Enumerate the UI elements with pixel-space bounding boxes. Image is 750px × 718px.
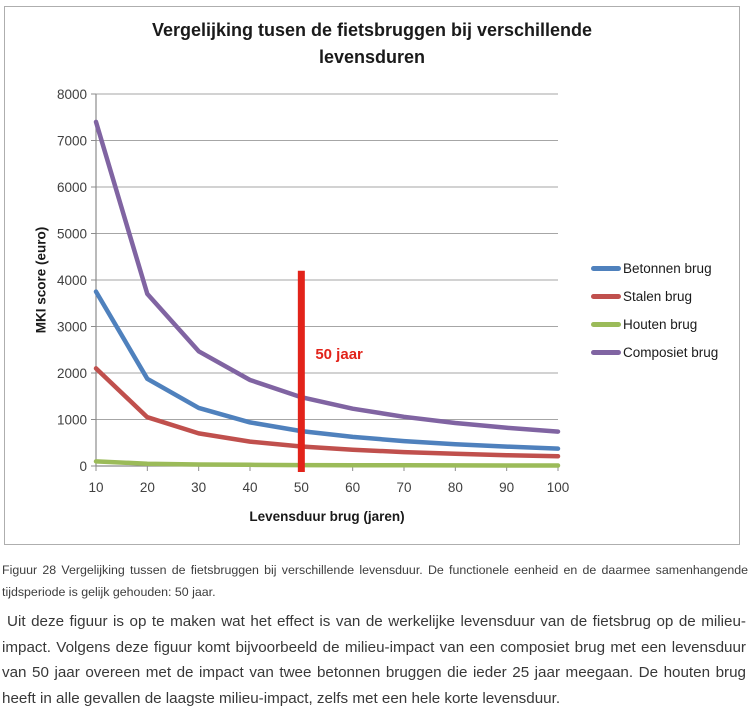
y-axis-title: MKI score (euro) xyxy=(33,226,49,334)
x-tick-label: 70 xyxy=(396,480,411,495)
y-tick-label: 4000 xyxy=(57,273,87,288)
y-tick-label: 6000 xyxy=(57,180,87,195)
series-line-stalen-brug xyxy=(93,366,561,459)
figure-caption: Figuur 28 Vergelijking tussen de fietsbr… xyxy=(2,563,748,599)
x-tick-label: 80 xyxy=(448,480,463,495)
y-tick-label: 0 xyxy=(79,459,87,474)
legend-label-stalen-brug: Stalen brug xyxy=(623,289,693,304)
x-tick-label: 100 xyxy=(547,480,570,495)
legend-item-composiet-brug: Composiet brug xyxy=(591,343,718,362)
legend-item-stalen-brug: Stalen brug xyxy=(591,287,718,306)
y-tick-label: 5000 xyxy=(57,227,87,242)
legend-swatch-houten-brug xyxy=(591,322,621,327)
legend-item-betonnen-brug: Betonnen brug xyxy=(591,259,718,278)
x-tick-label: 40 xyxy=(242,480,257,495)
series-line-betonnen-brug xyxy=(93,289,561,451)
x-axis-title: Levensduur brug (jaren) xyxy=(249,509,405,524)
chart-figure: Vergelijking tusen de fietsbruggen bij v… xyxy=(4,6,740,545)
x-tick-label: 10 xyxy=(88,480,103,495)
legend-label-composiet-brug: Composiet brug xyxy=(623,345,719,360)
legend-label-houten-brug: Houten brug xyxy=(623,317,698,332)
x-tick-label: 90 xyxy=(499,480,514,495)
body-paragraph: Uit deze figuur is op te maken wat het e… xyxy=(2,613,746,707)
x-tick-label: 30 xyxy=(191,480,206,495)
x-tick-label: 50 xyxy=(294,480,309,495)
x-tick-label: 60 xyxy=(345,480,360,495)
y-tick-label: 3000 xyxy=(57,320,87,335)
legend-label-betonnen-brug: Betonnen brug xyxy=(623,261,712,276)
chart-legend: Betonnen brug Stalen brug Houten brug Compo… xyxy=(591,259,718,362)
series-line-composiet-brug xyxy=(93,119,561,434)
legend-swatch-composiet-brug xyxy=(591,350,621,355)
x-tick-label: 20 xyxy=(140,480,155,495)
y-tick-label: 8000 xyxy=(57,87,87,102)
y-tick-label: 1000 xyxy=(57,413,87,428)
legend-item-houten-brug: Houten brug xyxy=(591,315,718,334)
y-tick-label: 2000 xyxy=(57,366,87,381)
legend-swatch-stalen-brug xyxy=(591,294,621,299)
annotation-label: 50 jaar xyxy=(315,346,363,363)
series-line-houten-brug xyxy=(93,459,561,468)
chart-plot: 0 1000 2000 3000 4000 5000 6000 7000 8000 10 20 30 4… xyxy=(57,87,570,495)
chart-title: Vergelijking tusen de fietsbruggen bij v… xyxy=(151,20,593,67)
legend-swatch-betonnen-brug xyxy=(591,266,621,271)
y-tick-label: 7000 xyxy=(57,134,87,149)
